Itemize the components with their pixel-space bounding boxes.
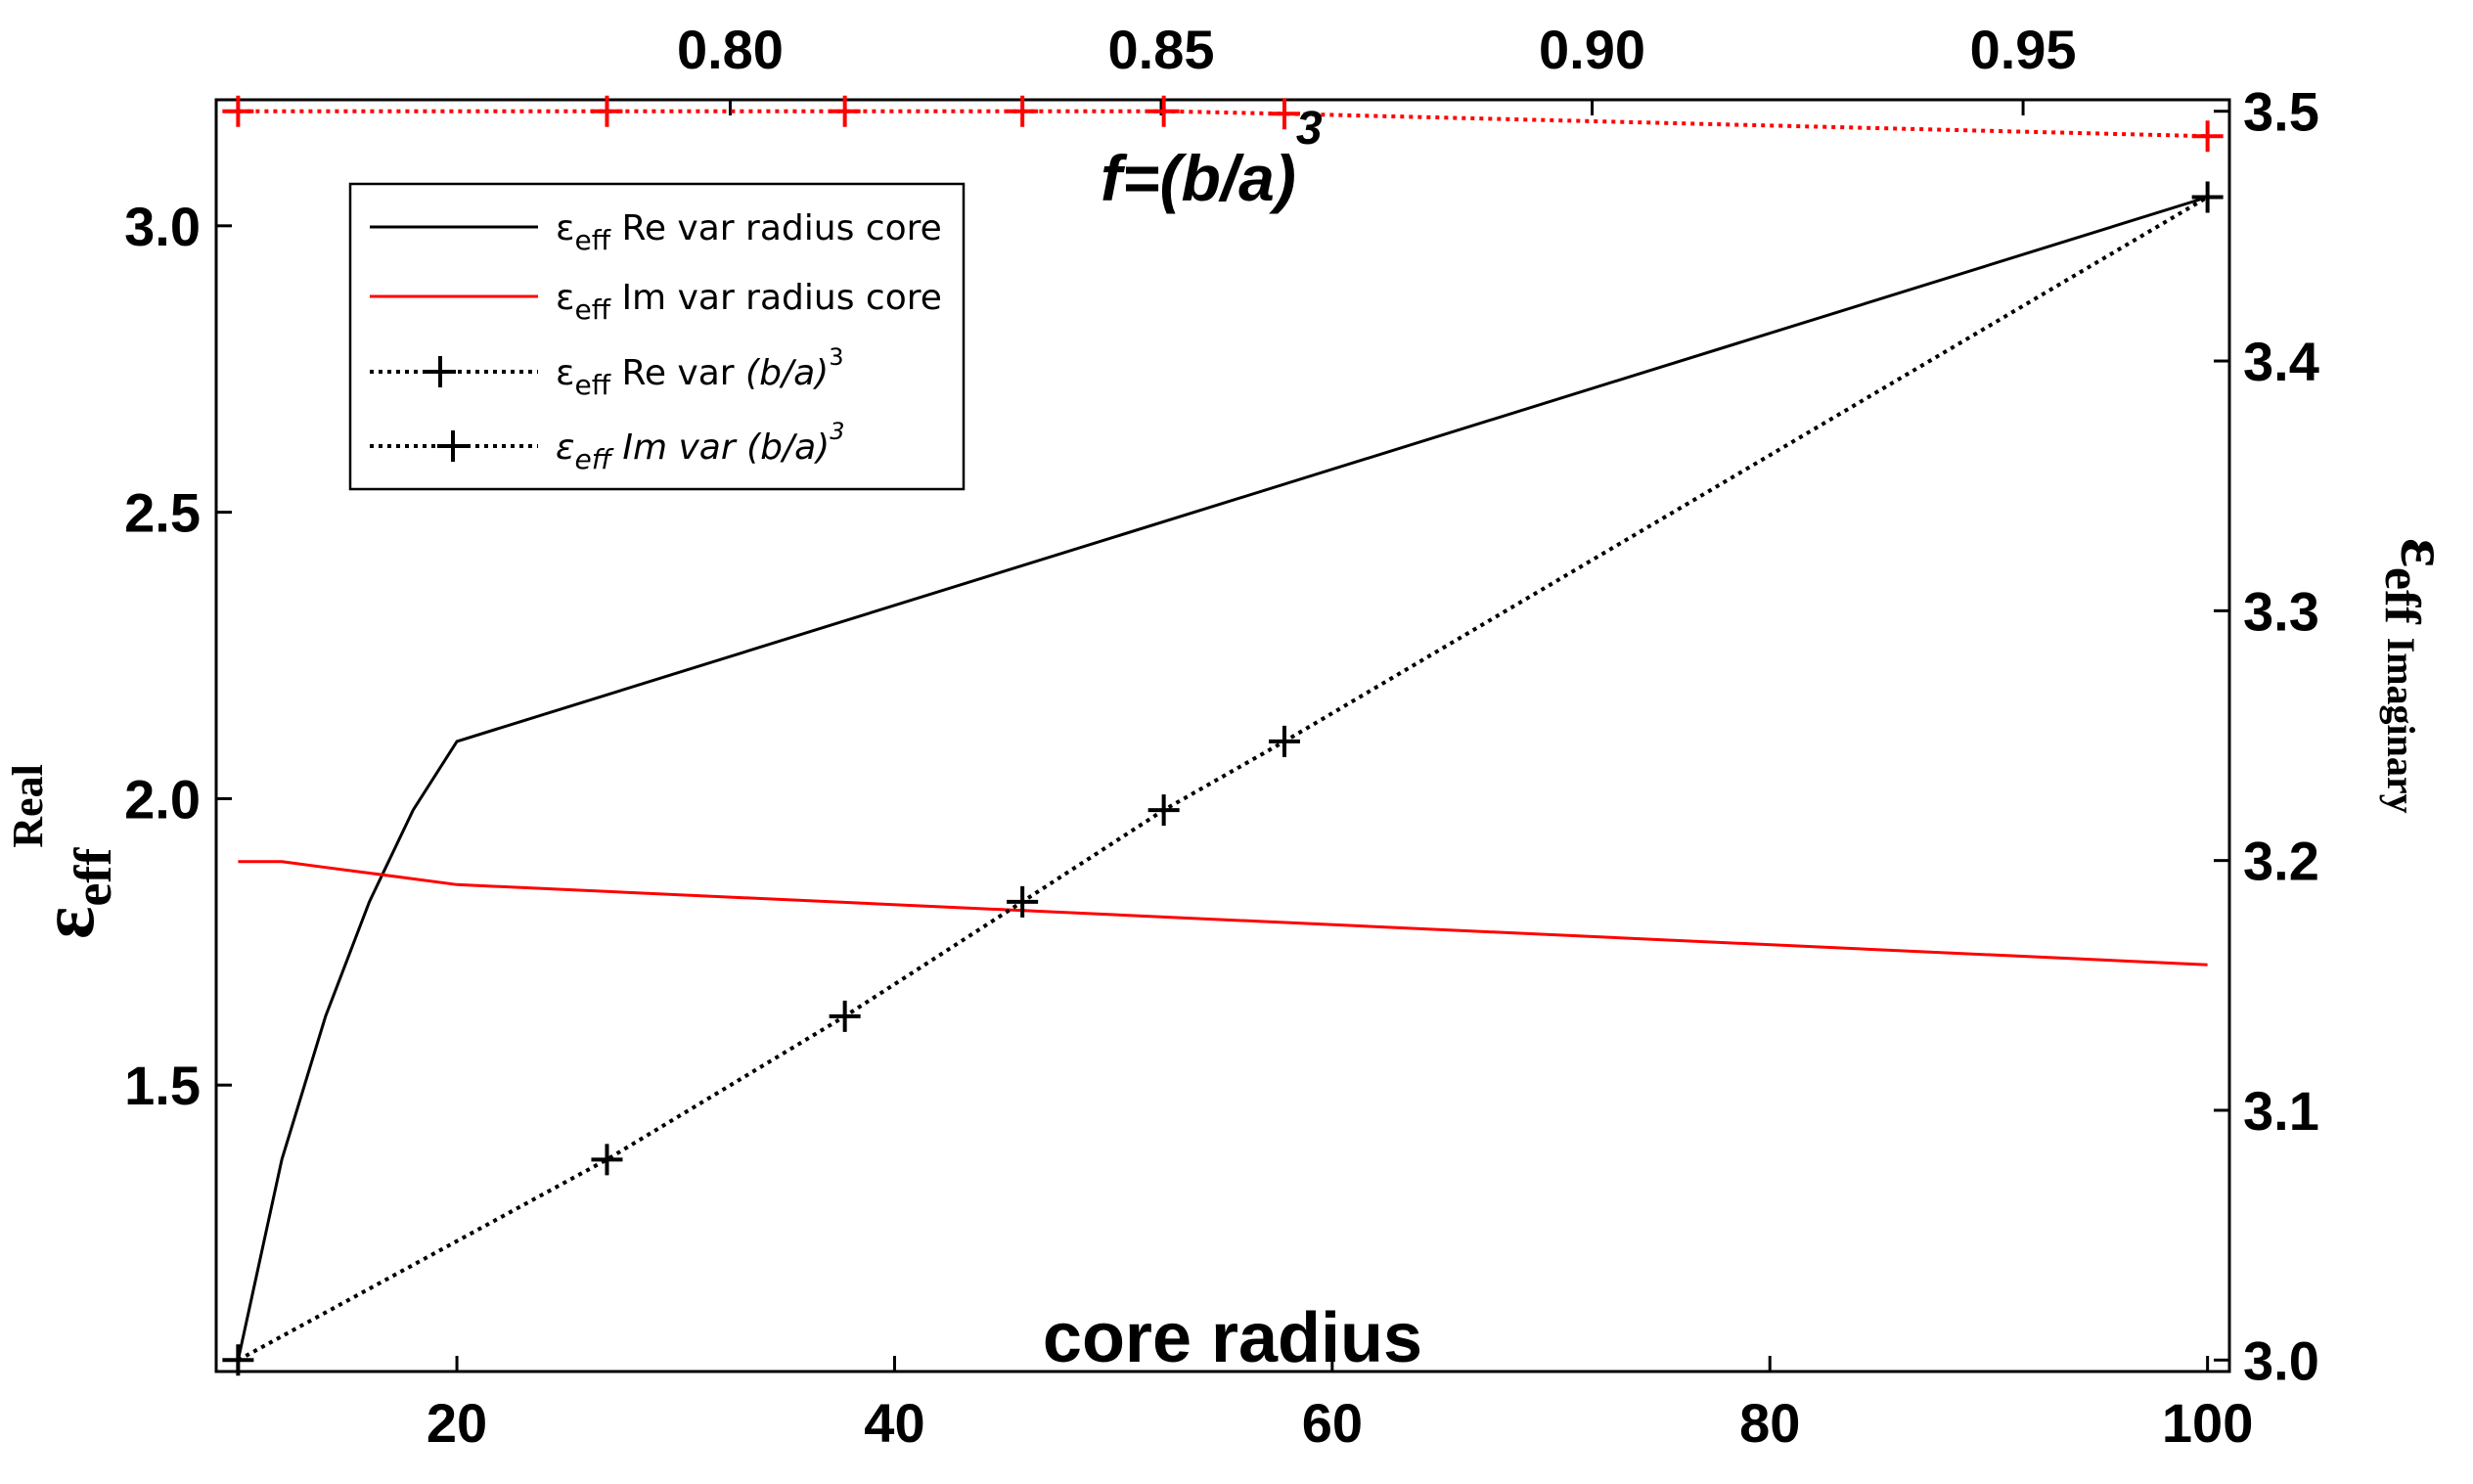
right-y-tick-label: 3.3 xyxy=(2243,580,2319,642)
data-point-series-3 xyxy=(2191,181,2224,213)
left-axis-title-sub: eff xyxy=(64,847,122,907)
plot-frame xyxy=(214,98,2231,1373)
data-point-series-4 xyxy=(829,95,861,127)
data-point-series-4 xyxy=(591,95,623,127)
data-point-series-3 xyxy=(222,1344,254,1376)
right-axis-title: εeff Imaginary xyxy=(2374,538,2461,814)
tick-labels: 20 40 60 80 100 0.80 0.85 0.90 0.95 1.5 2.0 2.5 3.0 3… xyxy=(124,19,2319,1454)
top-x-tick-label: 0.85 xyxy=(1108,19,1215,80)
svg-text:εeffImaginary: εeff Imaginary xyxy=(2374,538,2461,814)
series-line-1 xyxy=(236,196,2209,1361)
legend-marker-3 xyxy=(425,356,456,387)
x-tick-label: 60 xyxy=(1302,1392,1363,1454)
data-point-series-4 xyxy=(2191,120,2224,153)
series-line-4 xyxy=(238,109,2208,139)
tick-marks xyxy=(216,100,2229,1372)
legend-marker-4 xyxy=(437,430,469,462)
legend-entry-4: εeff Im var (b/a)3 xyxy=(556,418,845,475)
x-tick-label: 40 xyxy=(864,1392,924,1454)
left-axis-title-main: ε xyxy=(24,907,110,939)
series-line-2 xyxy=(238,860,2208,967)
data-point-series-4 xyxy=(1269,98,1300,130)
right-y-tick-label: 3.2 xyxy=(2243,831,2319,892)
legend-entry-3: εeff Re var (b/a)3 xyxy=(556,343,843,401)
top-axis-title-main: f=(b/a) xyxy=(1101,142,1296,214)
x-axis-title: core radius xyxy=(1043,1299,1422,1377)
svg-text:εeffReal: εeffReal xyxy=(4,764,122,939)
right-y-tick-label: 3.1 xyxy=(2243,1080,2319,1142)
x-tick-label: 20 xyxy=(427,1392,487,1454)
data-point-series-3 xyxy=(1147,794,1180,827)
legend-entry-1: εeff Re var radius core xyxy=(556,208,942,256)
left-y-tick-label: 3.0 xyxy=(124,196,201,257)
right-y-tick-label: 3.5 xyxy=(2243,81,2319,143)
data-point-series-4 xyxy=(1147,95,1180,127)
top-axis-title: f=(b/a)3 xyxy=(1101,103,1323,214)
left-axis-title: εeffReal xyxy=(4,764,122,939)
data-point-series-3 xyxy=(1007,885,1039,918)
top-axis-title-sup: 3 xyxy=(1296,103,1323,155)
right-y-tick-label: 3.0 xyxy=(2243,1329,2319,1391)
right-axis-title-main: ε xyxy=(2386,538,2461,567)
data-point-series-4 xyxy=(1007,95,1039,127)
left-axis-title-sup: Real xyxy=(4,764,52,848)
legend-entry-2: εeff Im var radius core xyxy=(556,278,942,326)
top-x-tick-label: 0.80 xyxy=(677,19,784,80)
right-y-tick-label: 3.4 xyxy=(2243,331,2319,392)
top-x-tick-label: 0.95 xyxy=(1970,19,2077,80)
left-y-tick-label: 2.0 xyxy=(124,768,201,830)
x-tick-label: 100 xyxy=(2162,1392,2253,1454)
right-axis-title-sup: Imaginary xyxy=(2379,638,2423,814)
top-x-tick-label: 0.90 xyxy=(1539,19,1645,80)
left-y-tick-label: 1.5 xyxy=(124,1055,201,1116)
series-layer xyxy=(222,95,2224,1376)
data-point-series-3 xyxy=(1269,725,1300,757)
data-point-series-3 xyxy=(829,1000,861,1032)
right-axis-title-sub: eff xyxy=(2374,567,2430,624)
left-y-tick-label: 2.5 xyxy=(124,482,201,544)
x-tick-label: 80 xyxy=(1739,1392,1800,1454)
legend: εeff Re var radius core εeff Im var radi… xyxy=(348,182,966,491)
data-point-series-3 xyxy=(591,1144,623,1176)
data-point-series-4 xyxy=(222,95,254,127)
